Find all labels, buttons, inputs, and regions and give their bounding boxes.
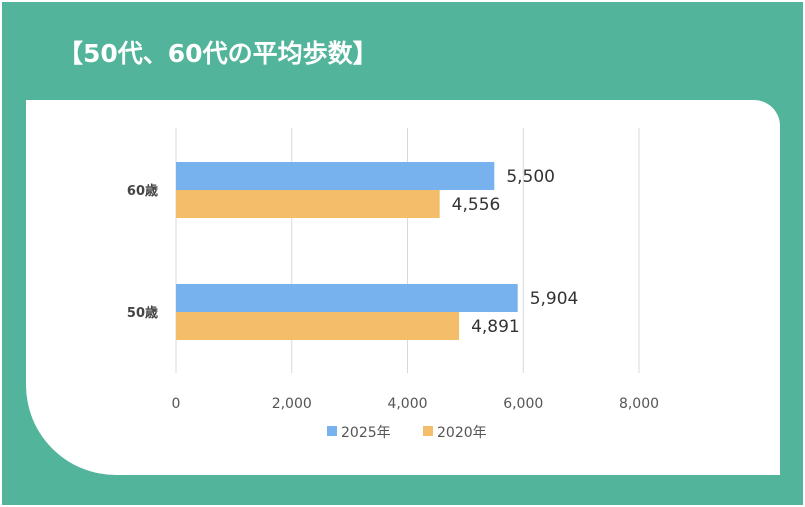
chart-title: 【50代、60代の平均歩数】 bbox=[58, 39, 378, 68]
category-labels: 60歳 50歳 bbox=[127, 183, 158, 321]
legend-swatch bbox=[423, 426, 433, 436]
legend: 2025年 2020年 bbox=[327, 425, 487, 441]
bar bbox=[176, 190, 440, 218]
x-tick-label: 2,000 bbox=[272, 396, 312, 412]
legend-label: 2020年 bbox=[437, 425, 487, 441]
category-label: 50歳 bbox=[127, 305, 158, 321]
data-label: 5,904 bbox=[530, 289, 579, 309]
data-label: 4,891 bbox=[471, 317, 520, 337]
data-label: 5,500 bbox=[506, 167, 555, 187]
data-label: 4,556 bbox=[452, 195, 501, 215]
bar bbox=[176, 284, 518, 312]
x-tick-label: 4,000 bbox=[387, 396, 427, 412]
x-tick-labels: 0 2,000 4,000 6,000 8,000 bbox=[172, 396, 660, 412]
bars bbox=[176, 162, 518, 340]
legend-label: 2025年 bbox=[341, 425, 391, 441]
x-tick-label: 0 bbox=[172, 396, 181, 412]
x-tick-label: 8,000 bbox=[619, 396, 659, 412]
legend-swatch bbox=[327, 426, 337, 436]
bar bbox=[176, 162, 495, 190]
bar bbox=[176, 312, 460, 340]
x-tick-label: 6,000 bbox=[503, 396, 543, 412]
category-label: 60歳 bbox=[127, 183, 158, 199]
